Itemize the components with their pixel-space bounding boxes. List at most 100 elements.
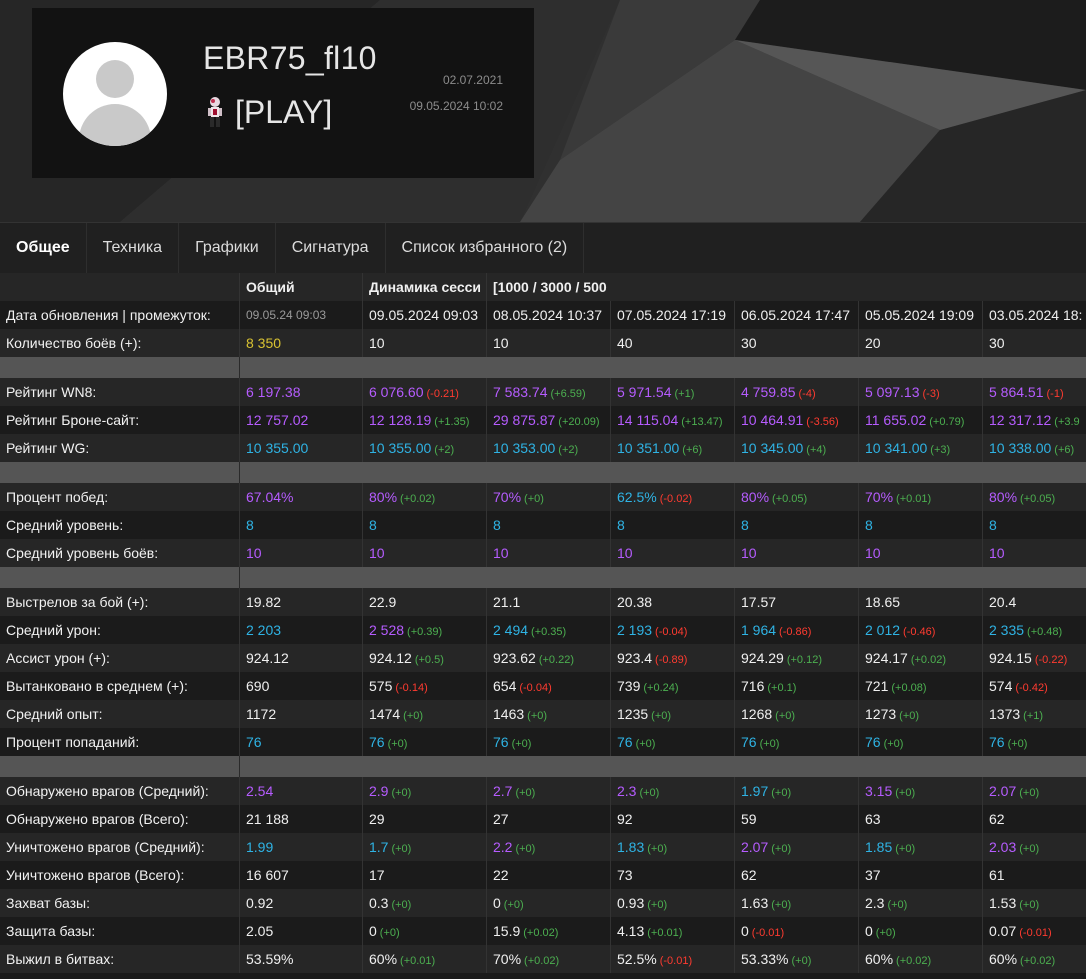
stat-value: 924.17: [865, 650, 908, 666]
table-row: Защита базы: 2.05 0 (+0) 15.9 (+0.02) 4.13 (+0.…: [0, 917, 1086, 945]
session-value-cell: 0 (-0.01): [735, 917, 859, 945]
session-value-cell: 73: [611, 861, 735, 889]
stat-delta: (-0.22): [1034, 654, 1068, 666]
session-value-cell: 12 317.12 (+3.9: [983, 406, 1086, 434]
stat-value: 67.04%: [246, 489, 294, 505]
stat-value: 4.13: [617, 923, 645, 939]
table-row: Средний уровень боёв: 10 10 10 10 10 10 10: [0, 539, 1086, 567]
stat-value: 76: [989, 734, 1005, 750]
session-value-cell: 10: [363, 329, 487, 357]
stat-delta: (+0): [403, 710, 424, 722]
session-value-cell: 8: [859, 511, 983, 539]
row-label: Средний уровень:: [0, 511, 240, 539]
overall-value-cell: 10 355.00: [240, 434, 363, 462]
tab-general[interactable]: Общее: [0, 223, 87, 273]
section-separator: [0, 756, 1086, 777]
stat-value: 7 583.74: [493, 384, 548, 400]
stat-value: 12 317.12: [989, 412, 1052, 428]
stat-value: 60%: [865, 951, 894, 967]
stat-delta: (+0): [1019, 843, 1040, 855]
stat-value: 575: [369, 678, 393, 694]
stat-value: 0.93: [617, 895, 645, 911]
session-value-cell: 0 (+0): [363, 917, 487, 945]
session-value-cell: 924.17 (+0.02): [859, 644, 983, 672]
stat-delta: (+0): [515, 843, 536, 855]
stat-delta: (+0.02): [896, 955, 932, 967]
stat-value: 0.07: [989, 923, 1017, 939]
stat-value: 1235: [617, 706, 649, 722]
stat-value: 63: [865, 811, 881, 827]
session-value-cell: 1373 (+1): [983, 700, 1086, 728]
session-value-cell: 10: [983, 539, 1086, 567]
stat-value: 40: [617, 335, 633, 351]
tab-signature[interactable]: Сигнатура: [276, 223, 386, 273]
session-value-cell: 59: [735, 805, 859, 833]
session-value-cell: 1.63 (+0): [735, 889, 859, 917]
session-value-cell: 29: [363, 805, 487, 833]
session-value-cell: 6 076.60 (-0.21): [363, 378, 487, 406]
session-value-cell: 20: [859, 329, 983, 357]
session-value-cell: 76 (+0): [735, 728, 859, 756]
tab-charts[interactable]: Графики: [179, 223, 276, 273]
date-cell: 07.05.2024 17:19: [611, 301, 735, 329]
stat-value: 1.7: [369, 839, 389, 855]
stat-value: 10 338.00: [989, 440, 1052, 456]
header-ranges[interactable]: [1000 / 3000 / 500: [493, 279, 607, 295]
row-label: Выстрелов за бой (+):: [0, 588, 240, 616]
session-value-cell: 80% (+0.05): [983, 483, 1086, 511]
stat-value: 654: [493, 678, 517, 694]
overall-value-cell: 6 197.38: [240, 378, 363, 406]
session-value-cell: 1.53 (+0): [983, 889, 1086, 917]
stat-delta: (+3): [930, 444, 951, 456]
clan-tag[interactable]: [PLAY]: [235, 94, 333, 130]
clan-emblem-icon[interactable]: [204, 96, 226, 130]
header-overall: Общий: [240, 273, 363, 301]
avatar[interactable]: [63, 42, 167, 146]
row-label: Обнаружено врагов (Всего):: [0, 805, 240, 833]
stat-delta: (+0): [1019, 899, 1040, 911]
table-row: Уничтожено врагов (Средний): 1.99 1.7 (+0) 2…: [0, 833, 1086, 861]
stat-value: 80%: [741, 489, 770, 505]
stat-delta: (+0.22): [538, 654, 574, 666]
overall-value-cell: 53.59%: [240, 945, 363, 973]
stat-value: 10 345.00: [741, 440, 804, 456]
stat-value: 12 757.02: [246, 412, 309, 428]
stat-delta: (+0): [759, 738, 780, 750]
stat-value: 2.3: [617, 783, 637, 799]
session-value-cell: 0.3 (+0): [363, 889, 487, 917]
stat-value: 20: [865, 335, 881, 351]
stat-value: 62: [989, 811, 1005, 827]
session-value-cell: 60% (+0.02): [983, 945, 1086, 973]
stat-delta: (-0.01): [659, 955, 693, 967]
stat-value: 2.05: [246, 923, 274, 939]
session-value-cell: 76 (+0): [859, 728, 983, 756]
stat-value: 2 528: [369, 622, 405, 638]
overall-value-cell: 1.99: [240, 833, 363, 861]
tab-vehicles[interactable]: Техника: [87, 223, 180, 273]
session-value-cell: 924.29 (+0.12): [735, 644, 859, 672]
overall-value-cell: 690: [240, 672, 363, 700]
dates-row: Дата обновления | промежуток: 09.05.24 0…: [0, 301, 1086, 329]
session-value-cell: 60% (+0.02): [859, 945, 983, 973]
overall-value-cell: 2 203: [240, 616, 363, 644]
stat-value: 59: [741, 811, 757, 827]
row-label: Рейтинг WN8:: [0, 378, 240, 406]
last-battle-date: 09.05.2024 10:02: [409, 99, 503, 113]
session-value-cell: 4.13 (+0.01): [611, 917, 735, 945]
stat-value: 10: [741, 545, 757, 561]
separator-cell: [0, 357, 240, 378]
session-value-cell: 37: [859, 861, 983, 889]
date-cell: 05.05.2024 19:09: [859, 301, 983, 329]
tab-favorites[interactable]: Список избранного (2): [386, 223, 585, 273]
header-dynamics[interactable]: Динамика сесси: [363, 273, 487, 301]
stat-value: 2.2: [493, 839, 513, 855]
stat-delta: (+6): [682, 444, 703, 456]
stat-delta: (+0): [515, 787, 536, 799]
table-row: Ассист урон (+): 924.12 924.12 (+0.5) 923.62…: [0, 644, 1086, 672]
session-value-cell: 14 115.04 (+13.47): [611, 406, 735, 434]
row-label: Уничтожено врагов (Всего):: [0, 861, 240, 889]
session-value-cell: 4 759.85 (-4): [735, 378, 859, 406]
session-value-cell: 30: [735, 329, 859, 357]
stat-delta: (+0): [791, 955, 812, 967]
table-row: Захват базы: 0.92 0.3 (+0) 0 (+0) 0.93 (+0) 1.63…: [0, 889, 1086, 917]
